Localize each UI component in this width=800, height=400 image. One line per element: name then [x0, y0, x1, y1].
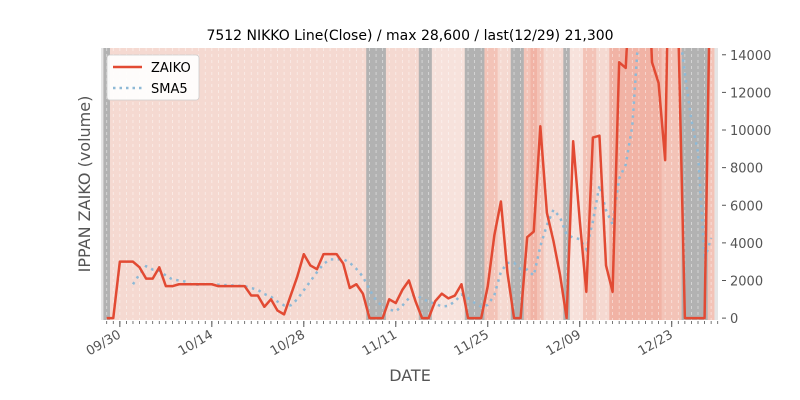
band-lighter: [431, 48, 465, 320]
series-zaiko-line: [106, 48, 711, 320]
band-gray: [366, 48, 386, 320]
x-tick-label: 10/28: [268, 327, 308, 359]
y-axis: 0 2000 4000 6000 8000 10000 12000 14000: [722, 49, 771, 327]
x-tick-label: 11/25: [452, 327, 492, 359]
x-tick-label: 10/14: [176, 327, 216, 359]
y-tick-label: 12000: [730, 86, 771, 101]
y-axis-label: IPPAN ZAIKO (volume): [75, 96, 94, 273]
band-mid: [707, 48, 715, 320]
band-mid: [523, 48, 531, 320]
band-mid: [537, 48, 544, 320]
y-tick-label: 10000: [730, 124, 771, 139]
x-axis: 09/30 10/14 10/28 11/11 11/25 12/09 12/23: [84, 321, 719, 359]
legend-label-sma5: SMA5: [151, 82, 188, 97]
x-tick-label: 12/09: [544, 327, 584, 359]
band-gray: [464, 48, 485, 320]
x-tick-label: 12/23: [636, 327, 676, 359]
band-gray: [418, 48, 432, 320]
x-tick-label: 11/11: [360, 327, 400, 359]
y-tick-label: 8000: [730, 162, 763, 177]
x-axis-label: DATE: [389, 366, 431, 385]
band-gray: [563, 48, 570, 320]
y-tick-label: 0: [730, 312, 738, 327]
y-tick-label: 14000: [730, 49, 771, 64]
x-tick-label: 09/30: [84, 327, 124, 359]
band-gray: [681, 48, 708, 320]
band-gray: [103, 48, 110, 320]
legend-label-zaiko: ZAIKO: [151, 61, 191, 76]
band-gray: [510, 48, 524, 320]
y-tick-label: 4000: [730, 237, 763, 252]
series-lines: [106, 48, 713, 320]
chart-title: 7512 NIKKO Line(Close) / max 28,600 / la…: [206, 28, 613, 44]
band-dark: [530, 48, 538, 320]
band-mid: [484, 48, 498, 320]
y-tick-label: 6000: [730, 199, 763, 214]
legend: ZAIKO SMA5: [106, 54, 200, 101]
y-tick-label: 2000: [730, 274, 763, 289]
